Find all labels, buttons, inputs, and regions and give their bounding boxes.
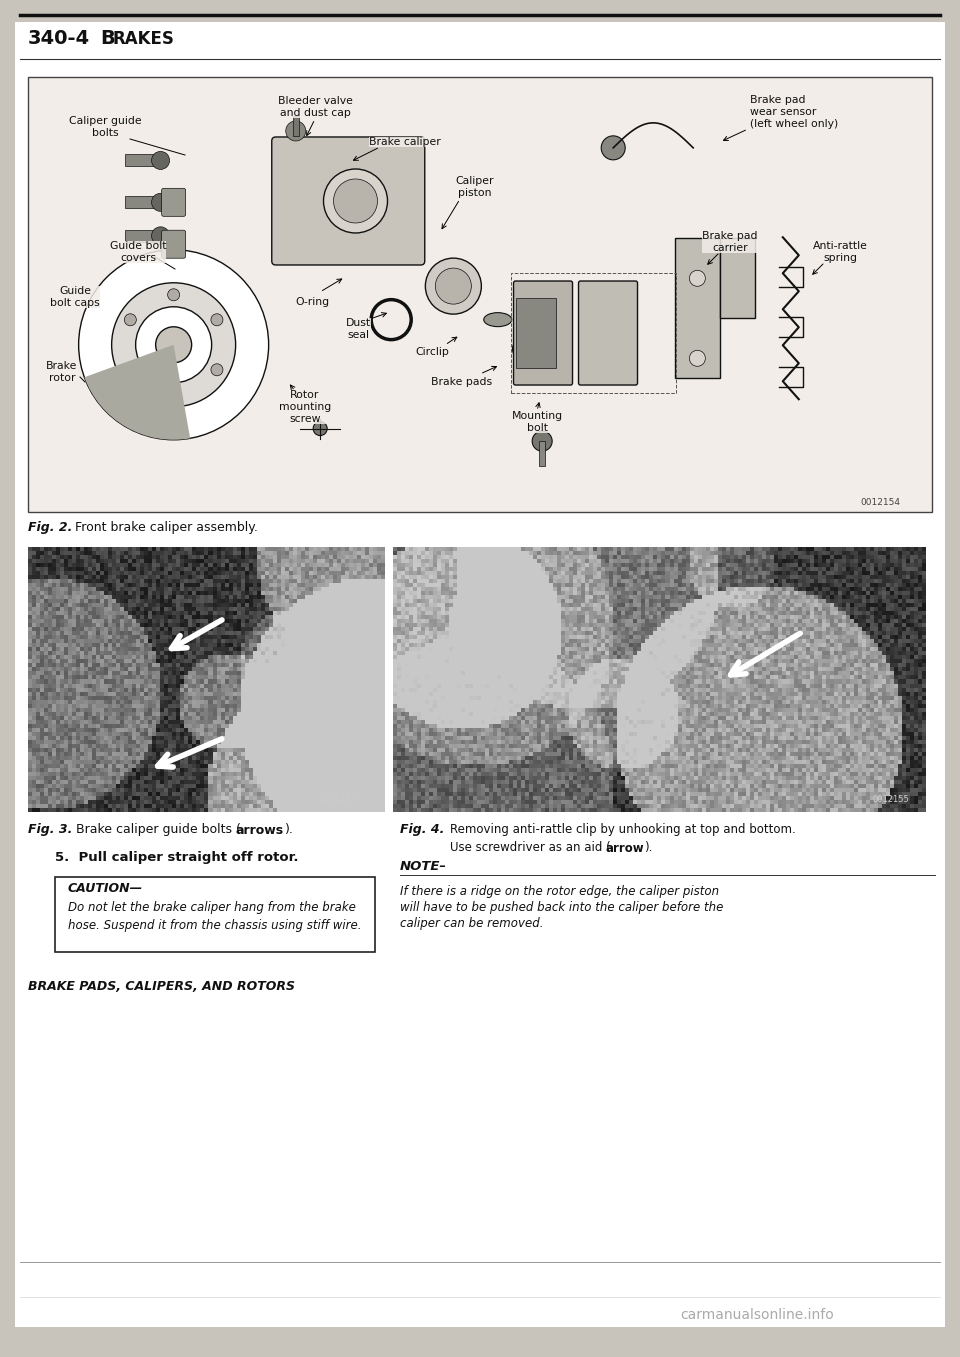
Text: 0012154: 0012154 (860, 498, 900, 508)
Text: Circlip: Circlip (415, 347, 449, 357)
Text: CAUTION—: CAUTION— (68, 882, 143, 896)
Circle shape (435, 269, 471, 304)
Bar (676, 239, 720, 379)
Wedge shape (84, 345, 190, 440)
Text: 5.  Pull caliper straight off rotor.: 5. Pull caliper straight off rotor. (55, 851, 299, 863)
Text: Fig. 2.: Fig. 2. (28, 521, 72, 533)
Circle shape (211, 364, 223, 376)
FancyBboxPatch shape (161, 231, 185, 258)
Text: B: B (100, 30, 115, 49)
Circle shape (152, 227, 170, 244)
Circle shape (152, 193, 170, 212)
Text: Brake caliper guide bolts (: Brake caliper guide bolts ( (76, 824, 241, 836)
Circle shape (152, 152, 170, 170)
FancyBboxPatch shape (272, 137, 424, 265)
Text: Removing anti-rattle clip by unhooking at top and bottom.: Removing anti-rattle clip by unhooking a… (450, 824, 796, 836)
Text: Guide
bolt caps: Guide bolt caps (50, 286, 100, 308)
Circle shape (125, 313, 136, 326)
Bar (28, 77, 932, 512)
Bar (125, 197, 160, 209)
Text: Rotor
mounting
screw: Rotor mounting screw (278, 389, 331, 423)
Text: Guide bolt
covers: Guide bolt covers (109, 242, 166, 263)
Bar (55, 877, 375, 953)
Text: Use screwdriver as an aid (: Use screwdriver as an aid ( (450, 841, 611, 855)
Circle shape (125, 364, 136, 376)
Text: will have to be pushed back into the caliper before the: will have to be pushed back into the cal… (400, 901, 724, 913)
Text: If there is a ridge on the rotor edge, the caliper piston: If there is a ridge on the rotor edge, t… (400, 885, 719, 897)
Bar (125, 229, 160, 242)
Text: NOTE–: NOTE– (400, 860, 447, 874)
Text: 340-4: 340-4 (28, 30, 90, 49)
Text: carmanualsonline.info: carmanualsonline.info (680, 1308, 833, 1322)
Circle shape (168, 388, 180, 400)
Text: Fig. 4.: Fig. 4. (400, 824, 444, 836)
Circle shape (135, 307, 211, 383)
Text: hose. Suspend it from the chassis using stiff wire.: hose. Suspend it from the chassis using … (68, 919, 362, 931)
Bar (125, 155, 160, 167)
Text: arrows: arrows (235, 824, 283, 836)
Text: ).: ). (644, 841, 653, 855)
Circle shape (689, 350, 706, 366)
Circle shape (601, 136, 625, 160)
Ellipse shape (484, 312, 512, 327)
Text: Caliper guide
bolts: Caliper guide bolts (69, 115, 141, 138)
Circle shape (111, 282, 235, 407)
Text: Dust
seal: Dust seal (346, 318, 371, 341)
Text: Brake
rotor: Brake rotor (46, 361, 78, 383)
Circle shape (532, 432, 552, 451)
FancyBboxPatch shape (161, 189, 185, 216)
Text: Mounting
bolt: Mounting bolt (512, 411, 563, 433)
Circle shape (689, 270, 706, 286)
Bar (540, 441, 545, 467)
FancyBboxPatch shape (579, 281, 637, 385)
Circle shape (333, 179, 377, 223)
Text: RAKES: RAKES (113, 30, 175, 47)
Text: Fig. 3.: Fig. 3. (28, 824, 72, 836)
Bar (293, 115, 299, 136)
Circle shape (425, 258, 481, 313)
Text: 0012155: 0012155 (873, 795, 909, 805)
Text: caliper can be removed.: caliper can be removed. (400, 916, 543, 930)
Text: Brake pads: Brake pads (431, 377, 492, 387)
Bar (516, 299, 556, 368)
Text: Bleeder valve
and dust cap: Bleeder valve and dust cap (277, 96, 352, 118)
Text: Brake caliper: Brake caliper (370, 137, 441, 147)
Text: Caliper
piston: Caliper piston (456, 176, 494, 198)
Circle shape (168, 289, 180, 301)
Circle shape (324, 170, 388, 233)
Circle shape (156, 327, 192, 362)
Circle shape (79, 250, 269, 440)
Text: Brake pad
wear sensor
(left wheel only): Brake pad wear sensor (left wheel only) (750, 95, 838, 129)
Text: O-ring: O-ring (295, 297, 329, 307)
Circle shape (211, 313, 223, 326)
Text: Brake pad
carrier: Brake pad carrier (703, 231, 757, 252)
Circle shape (313, 422, 327, 436)
Text: BRAKE PADS, CALIPERS, AND ROTORS: BRAKE PADS, CALIPERS, AND ROTORS (28, 981, 295, 993)
FancyBboxPatch shape (514, 281, 572, 385)
Text: ).: ). (285, 824, 294, 836)
Text: Front brake caliper assembly.: Front brake caliper assembly. (75, 521, 258, 533)
Bar (720, 239, 756, 319)
Bar (511, 273, 676, 394)
Circle shape (286, 121, 305, 141)
Text: Anti-rattle
spring: Anti-rattle spring (812, 242, 868, 263)
Text: Do not let the brake caliper hang from the brake: Do not let the brake caliper hang from t… (68, 901, 356, 913)
Text: 0011254: 0011254 (320, 795, 356, 805)
Text: arrow: arrow (606, 841, 644, 855)
